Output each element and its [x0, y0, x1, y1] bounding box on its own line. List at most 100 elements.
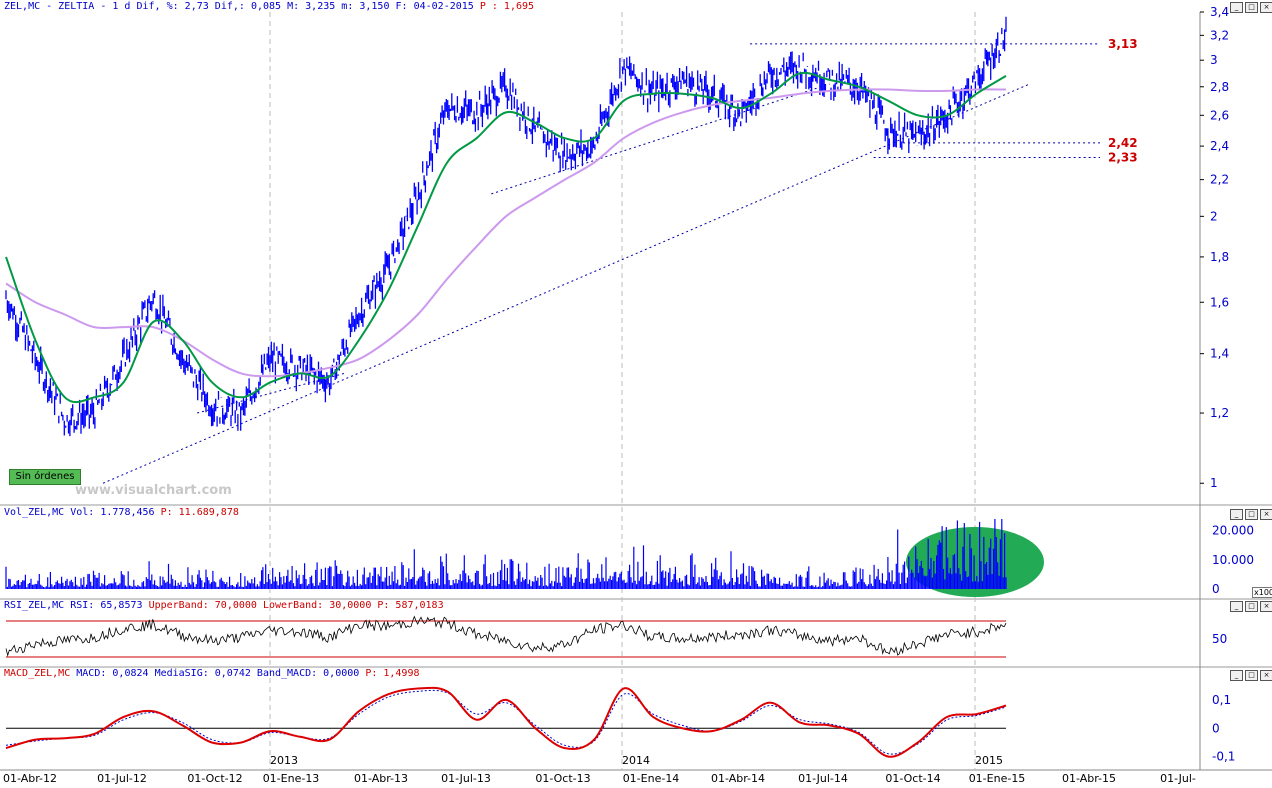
- volume-tick-label: 20.000: [1212, 524, 1254, 538]
- x-tick-label: 01-Abr-13: [354, 772, 408, 785]
- minimize-button[interactable]: _: [1230, 670, 1243, 681]
- x-tick-label: 01-Oct-12: [187, 772, 242, 785]
- rsi-header: RSI_ZEL,MC RSI: 65,8573 UpperBand: 70,00…: [4, 600, 444, 611]
- volume-name: Vol_ZEL,MC: [4, 507, 65, 518]
- price-tick-label: 3: [1210, 53, 1218, 67]
- x-tick-label: 01-Abr-12: [3, 772, 57, 785]
- x-tick-label: 01-Abr-15: [1062, 772, 1116, 785]
- support-trendline: [102, 83, 1030, 484]
- rsi-upper: UpperBand: 70,0000: [148, 600, 257, 611]
- x-tick-label: 01-Ene-14: [623, 772, 680, 785]
- price-date: 04-02-2015: [413, 1, 474, 12]
- price-min: 3,150: [359, 1, 390, 12]
- maximize-button[interactable]: □: [1245, 2, 1258, 13]
- close-button[interactable]: ×: [1260, 670, 1272, 681]
- x-tick-label: 01-Abr-14: [711, 772, 765, 785]
- x-tick-label: 01-Ene-13: [263, 772, 320, 785]
- price-tick-label: 1: [1210, 476, 1218, 490]
- rsi-value: 65,8573: [100, 600, 143, 611]
- long-moving-average: [5, 88, 1007, 378]
- maximize-button[interactable]: □: [1245, 670, 1258, 681]
- price-level-label: 3,13: [1108, 37, 1138, 51]
- price-tick-label: 3,4: [1210, 5, 1229, 19]
- price-header: ZEL,MC - ZELTIA - 1 d Dif, %: 2,73 Dif,:…: [4, 1, 534, 12]
- close-button[interactable]: ×: [1260, 2, 1272, 13]
- price-date-label: F:: [395, 1, 408, 12]
- macd-tick-label: 0: [1212, 721, 1220, 735]
- minimize-button[interactable]: _: [1230, 2, 1243, 13]
- price-symbol: ZEL,MC - ZELTIA -: [4, 1, 107, 12]
- year-label: 2013: [270, 754, 298, 767]
- price-dif-label: Dif,:: [214, 1, 245, 12]
- volume-window-controls: _ □ ×: [1230, 509, 1272, 520]
- rsi-label: RSI:: [70, 600, 95, 611]
- x-tick-label: 01-Jul-: [1160, 772, 1196, 785]
- macd-line: [5, 686, 1007, 758]
- macd-name: MACD_ZEL,MC: [4, 668, 71, 679]
- maximize-button[interactable]: □: [1245, 509, 1258, 520]
- price-period: 1 d: [112, 1, 131, 12]
- price-level-label: 2,33: [1108, 151, 1138, 165]
- macd-label: MACD:: [76, 668, 107, 679]
- price-dif-pct-label: Dif, %:: [136, 1, 179, 12]
- volume-p: P: 11.689,878: [160, 507, 239, 518]
- rsi-window-controls: _ □ ×: [1230, 601, 1272, 612]
- watermark: www.visualchart.com: [75, 483, 232, 498]
- orders-badge[interactable]: Sin órdenes: [9, 469, 81, 485]
- x-tick-label: 01-Oct-14: [885, 772, 940, 785]
- minimize-button[interactable]: _: [1230, 601, 1243, 612]
- price-min-label: m:: [341, 1, 354, 12]
- x-tick-label: 01-Jul-12: [97, 772, 147, 785]
- year-label: 2014: [622, 754, 650, 767]
- short-moving-average: [5, 71, 1007, 404]
- macd-p: P: 1,4998: [365, 668, 420, 679]
- macd-tick-label: 0,1: [1212, 693, 1231, 707]
- rsi-tick-label: 50: [1212, 632, 1227, 646]
- volume-value: 1.778,456: [100, 507, 155, 518]
- minimize-button[interactable]: _: [1230, 509, 1243, 520]
- macd-signal: MediaSIG: 0,0742: [154, 668, 251, 679]
- volume-header: Vol_ZEL,MC Vol: 1.778,456 P: 11.689,878: [4, 507, 239, 518]
- price-tick-label: 3,2: [1210, 28, 1229, 42]
- volume-tick-label: 10.000: [1212, 553, 1254, 567]
- rsi-lower: LowerBand: 30,0000: [262, 600, 372, 611]
- close-button[interactable]: ×: [1260, 601, 1272, 612]
- price-tick-label: 1,4: [1210, 347, 1229, 361]
- price-tick-label: 1,8: [1210, 250, 1229, 264]
- macd-window-controls: _ □ ×: [1230, 670, 1272, 681]
- rsi-line: [5, 615, 1007, 657]
- macd-value: 0,0824: [112, 668, 149, 679]
- volume-label: Vol:: [70, 507, 95, 518]
- rsi-p: P: 587,0183: [377, 600, 444, 611]
- price-tick-label: 2,6: [1210, 108, 1229, 122]
- price-tick-label: 2,8: [1210, 80, 1229, 94]
- macd-header: MACD_ZEL,MC MACD: 0,0824 MediaSIG: 0,074…: [4, 668, 420, 679]
- price-tick-label: 2: [1210, 209, 1218, 223]
- x-tick-label: 01-Oct-13: [535, 772, 590, 785]
- price-dif: 0,085: [250, 1, 282, 12]
- price-level-label: 2,42: [1108, 136, 1138, 150]
- x-tick-label: 01-Ene-15: [969, 772, 1026, 785]
- price-tick-label: 2,2: [1210, 173, 1229, 187]
- close-button[interactable]: ×: [1260, 509, 1272, 520]
- price-p: P : 1,695: [479, 1, 535, 12]
- volume-bars: [5, 519, 1007, 589]
- volume-unit-label: x100: [1252, 587, 1272, 598]
- macd-band: Band_MACD: 0,0000: [256, 668, 360, 679]
- year-label: 2015: [975, 754, 1003, 767]
- x-tick-label: 01-Jul-13: [441, 772, 491, 785]
- price-max: 3,235: [305, 1, 336, 12]
- price-tick-label: 1,6: [1210, 295, 1229, 309]
- price-window-controls: _ □ ×: [1230, 2, 1272, 13]
- price-dif-pct: 2,73: [184, 1, 209, 12]
- maximize-button[interactable]: □: [1245, 601, 1258, 612]
- x-tick-label: 01-Jul-14: [798, 772, 848, 785]
- price-tick-label: 2,4: [1210, 139, 1229, 153]
- price-max-label: M:: [287, 1, 300, 12]
- macd-tick-label: -0,1: [1212, 750, 1235, 764]
- price-tick-label: 1,2: [1210, 406, 1229, 420]
- rsi-name: RSI_ZEL,MC: [4, 600, 65, 611]
- support-trendline: [491, 83, 830, 195]
- volume-tick-label: 0: [1212, 582, 1220, 596]
